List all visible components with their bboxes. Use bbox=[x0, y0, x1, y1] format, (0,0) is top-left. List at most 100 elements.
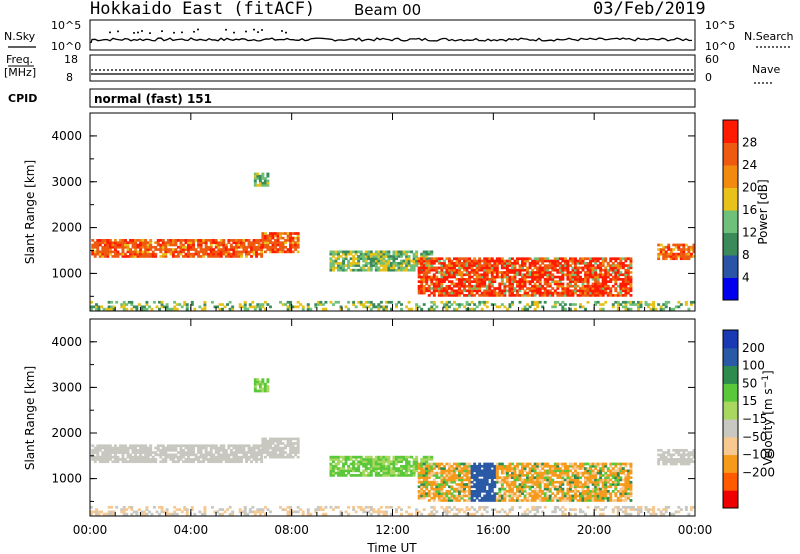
velocity-cell bbox=[465, 508, 469, 511]
velocity-cell bbox=[405, 474, 409, 477]
velocity-cell bbox=[379, 455, 383, 459]
velocity-cell bbox=[347, 467, 351, 470]
power-cell bbox=[279, 234, 282, 238]
power-ylabel: Slant Range [km] bbox=[23, 160, 37, 264]
velocity-cell bbox=[367, 458, 371, 461]
velocity-cell bbox=[679, 460, 683, 464]
velocity-cell bbox=[561, 492, 565, 495]
power-cell bbox=[211, 300, 214, 304]
power-cell bbox=[93, 245, 97, 249]
velocity-cell bbox=[531, 469, 535, 473]
velocity-cell bbox=[495, 480, 499, 484]
power-cell bbox=[422, 268, 426, 272]
power-cell bbox=[556, 268, 560, 272]
power-cell bbox=[536, 305, 540, 309]
velocity-cell bbox=[289, 439, 293, 443]
power-cell bbox=[594, 278, 598, 281]
velocity-cell bbox=[294, 437, 298, 441]
velocity-cell bbox=[395, 474, 398, 477]
power-cell bbox=[266, 236, 270, 240]
velocity-cell bbox=[594, 492, 598, 495]
power-cell bbox=[513, 266, 517, 270]
power-cell bbox=[526, 257, 530, 261]
power-cell bbox=[566, 289, 570, 293]
power-cell bbox=[263, 181, 267, 185]
power-cell bbox=[591, 275, 595, 279]
velocity-cell bbox=[173, 505, 177, 509]
power-cell bbox=[611, 268, 615, 272]
power-cell bbox=[548, 264, 552, 267]
power-cell bbox=[183, 303, 187, 306]
velocity-cell bbox=[488, 492, 492, 495]
velocity-cell bbox=[253, 382, 257, 386]
power-cell bbox=[458, 294, 461, 297]
velocity-cell bbox=[379, 464, 383, 468]
power-cell bbox=[490, 289, 494, 293]
velocity-cell bbox=[126, 448, 130, 452]
power-cell bbox=[465, 280, 469, 283]
power-cell bbox=[526, 291, 530, 295]
power-cell bbox=[379, 259, 383, 263]
power-cell bbox=[422, 275, 426, 279]
velocity-cell bbox=[442, 478, 446, 482]
velocity-cell bbox=[563, 464, 567, 468]
velocity-cell bbox=[614, 478, 618, 482]
velocity-cell bbox=[252, 448, 256, 452]
power-cell bbox=[435, 259, 439, 263]
velocity-cell bbox=[212, 446, 216, 450]
velocity-cell bbox=[422, 490, 426, 493]
velocity-cell bbox=[91, 451, 95, 454]
velocity-cell bbox=[624, 462, 628, 466]
velocity-cell bbox=[347, 512, 351, 516]
velocity-cell bbox=[488, 471, 492, 475]
velocity-cell bbox=[581, 467, 585, 470]
power-cell bbox=[113, 248, 117, 251]
velocity-cell bbox=[247, 455, 251, 459]
velocity-cell bbox=[189, 446, 193, 450]
power-cell bbox=[397, 255, 401, 258]
velocity-cell bbox=[541, 462, 545, 466]
power-cell bbox=[324, 307, 328, 311]
velocity-cell bbox=[657, 460, 661, 464]
velocity-cell bbox=[131, 448, 135, 452]
power-cell bbox=[508, 291, 512, 295]
velocity-cell bbox=[289, 505, 293, 509]
velocity-cell bbox=[483, 467, 487, 470]
power-cell bbox=[543, 300, 547, 304]
power-cell bbox=[584, 291, 588, 295]
power-cell bbox=[614, 278, 618, 281]
velocity-cell bbox=[596, 478, 600, 482]
velocity-cell bbox=[224, 448, 228, 452]
power-cell bbox=[253, 305, 257, 309]
power-cell bbox=[329, 264, 333, 267]
power-cell bbox=[480, 282, 484, 286]
velocity-cell bbox=[505, 469, 509, 473]
velocity-cell bbox=[609, 485, 613, 489]
power-cell bbox=[129, 255, 132, 258]
power-cell bbox=[296, 250, 300, 254]
power-cell bbox=[179, 243, 183, 247]
power-cell bbox=[289, 305, 293, 309]
velocity-cell bbox=[463, 485, 467, 489]
velocity-cell bbox=[274, 437, 277, 441]
velocity-cell bbox=[108, 453, 112, 457]
velocity-cell bbox=[450, 485, 454, 489]
velocity-cell bbox=[556, 499, 560, 502]
velocity-cell bbox=[516, 499, 519, 502]
velocity-cell bbox=[219, 453, 223, 457]
power-cell bbox=[521, 266, 524, 270]
velocity-cell bbox=[134, 458, 138, 461]
power-cell bbox=[392, 268, 396, 272]
velocity-cell bbox=[243, 512, 247, 516]
velocity-cell bbox=[153, 505, 156, 509]
velocity-cell bbox=[510, 487, 514, 491]
power-cell bbox=[553, 305, 557, 309]
power-cell bbox=[98, 241, 102, 245]
power-cell bbox=[556, 271, 560, 274]
velocity-cell bbox=[453, 469, 456, 473]
velocity-cell bbox=[596, 462, 600, 466]
velocity-cell bbox=[362, 508, 366, 511]
velocity-cell bbox=[359, 458, 363, 461]
power-cell bbox=[369, 257, 373, 261]
power-cell bbox=[407, 255, 411, 258]
